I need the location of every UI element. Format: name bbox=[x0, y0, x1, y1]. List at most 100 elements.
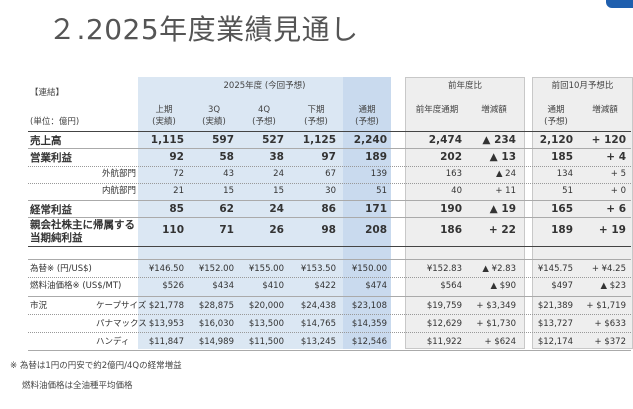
table-cell: 527 bbox=[262, 134, 284, 146]
table-cell: 98 bbox=[321, 224, 336, 236]
row-sublabel: ハンディ bbox=[96, 337, 130, 347]
table-cell: + 19 bbox=[598, 224, 626, 236]
table-cell: 67 bbox=[325, 169, 336, 179]
table-cell: + $633 bbox=[594, 319, 626, 329]
table-rule bbox=[28, 350, 631, 351]
table-rule bbox=[28, 217, 631, 218]
table-cell: $14,989 bbox=[198, 337, 234, 347]
table-cell: 110 bbox=[162, 224, 184, 236]
column-header: (予想) bbox=[252, 117, 276, 127]
table-cell: 24 bbox=[273, 169, 284, 179]
table-rule bbox=[28, 183, 631, 184]
table-cell: 15 bbox=[223, 186, 234, 196]
table-cell: $14,765 bbox=[300, 319, 336, 329]
table-cell: + $3,349 bbox=[476, 301, 516, 311]
table-cell: 38 bbox=[269, 151, 284, 163]
table-rule bbox=[28, 277, 631, 278]
table-cell: ¥155.00 bbox=[248, 264, 284, 274]
table-cell: 92 bbox=[169, 151, 184, 163]
table-cell: ▲ $90 bbox=[490, 281, 516, 291]
row-label: 外航部門 bbox=[101, 169, 136, 179]
table-cell: 2,120 bbox=[539, 134, 573, 146]
column-header: 増減額 bbox=[481, 105, 507, 115]
table-cell: 202 bbox=[440, 151, 462, 163]
row-label: 燃料油価格※ (US$/MT) bbox=[30, 281, 122, 291]
table-cell: $12,546 bbox=[351, 337, 387, 347]
page-title: ２.2025年度業績見通し bbox=[48, 13, 359, 46]
table-cell: $19,759 bbox=[426, 301, 462, 311]
table-cell: $11,922 bbox=[426, 337, 462, 347]
row-label: 内航部門 bbox=[101, 186, 136, 196]
table-cell: $14,359 bbox=[351, 319, 387, 329]
table-cell: 2,474 bbox=[428, 134, 462, 146]
table-cell: 21 bbox=[173, 186, 184, 196]
column-header: 前年度通期 bbox=[415, 105, 459, 115]
column-header: 3Q bbox=[207, 105, 221, 115]
group-prev-year-header: 前年度比 bbox=[447, 81, 482, 91]
table-cell: + 6 bbox=[606, 203, 626, 215]
table-cell: 40 bbox=[451, 186, 462, 196]
table-cell: 72 bbox=[173, 169, 184, 179]
column-header: (予想) bbox=[355, 117, 379, 127]
consolidated-label: 【連結】 bbox=[30, 88, 65, 98]
row-label: 経常利益 bbox=[30, 204, 72, 216]
table-cell: + 0 bbox=[610, 186, 626, 196]
unit-label: (単位：億円) bbox=[30, 117, 80, 127]
table-rule bbox=[28, 131, 631, 132]
row-sublabel: ケープサイズ bbox=[96, 301, 147, 311]
table-cell: 1,125 bbox=[302, 134, 336, 146]
table-cell: $23,108 bbox=[351, 301, 387, 311]
table-cell: 43 bbox=[223, 169, 234, 179]
table-cell: ¥152.00 bbox=[198, 264, 234, 274]
row-label: 親会社株主に帰属する bbox=[30, 219, 135, 231]
table-cell: 86 bbox=[321, 203, 336, 215]
table-cell: 163 bbox=[445, 169, 462, 179]
table-cell: ¥150.00 bbox=[351, 264, 387, 274]
table-rule bbox=[28, 332, 631, 333]
table-cell: $24,438 bbox=[300, 301, 336, 311]
column-header: 4Q bbox=[257, 105, 271, 115]
table-cell: $12,174 bbox=[537, 337, 573, 347]
table-cell: ¥153.50 bbox=[300, 264, 336, 274]
table-cell: ▲ 19 bbox=[489, 203, 516, 215]
note-fx: ※ 為替は1円の円安で約2億円/4Qの経常増益 bbox=[10, 361, 182, 371]
table-rule bbox=[28, 148, 631, 149]
column-header: (予想) bbox=[544, 117, 568, 127]
row-sublabel: パナマックス bbox=[96, 319, 147, 329]
column-header: (実績) bbox=[202, 117, 226, 127]
table-cell: + 120 bbox=[591, 134, 626, 146]
row-label: 為替※ (円/US$) bbox=[30, 264, 92, 274]
table-cell: ▲ 13 bbox=[489, 151, 516, 163]
table-cell: $16,030 bbox=[198, 319, 234, 329]
table-cell: $21,778 bbox=[148, 301, 184, 311]
table-cell: $20,000 bbox=[248, 301, 284, 311]
table-cell: ▲ 234 bbox=[482, 134, 516, 146]
table-cell: + 5 bbox=[610, 169, 626, 179]
table-cell: 51 bbox=[562, 186, 573, 196]
table-cell: 97 bbox=[321, 151, 336, 163]
table-cell: $526 bbox=[162, 281, 184, 291]
table-cell: 71 bbox=[219, 224, 234, 236]
table-cell: 189 bbox=[551, 224, 573, 236]
table-cell: 171 bbox=[365, 203, 387, 215]
table-cell: $564 bbox=[440, 281, 462, 291]
table-cell: $474 bbox=[365, 281, 387, 291]
table-cell: $497 bbox=[551, 281, 573, 291]
table-cell: + $1,730 bbox=[476, 319, 516, 329]
table-cell: $13,500 bbox=[248, 319, 284, 329]
table-cell: 26 bbox=[269, 224, 284, 236]
table-cell: $410 bbox=[262, 281, 284, 291]
table-cell: 597 bbox=[212, 134, 234, 146]
table-cell: + 4 bbox=[606, 151, 626, 163]
row-label: 営業利益 bbox=[30, 152, 72, 164]
row-label: 売上高 bbox=[30, 135, 62, 147]
table-rule bbox=[28, 296, 631, 297]
table-cell: + 11 bbox=[495, 186, 516, 196]
table-cell: ¥146.50 bbox=[148, 264, 184, 274]
table-cell: 51 bbox=[376, 186, 387, 196]
table-rule bbox=[28, 200, 631, 201]
band-2025 bbox=[138, 77, 343, 349]
table-cell: $11,500 bbox=[248, 337, 284, 347]
table-cell: 134 bbox=[556, 169, 573, 179]
table-cell: $13,245 bbox=[300, 337, 336, 347]
